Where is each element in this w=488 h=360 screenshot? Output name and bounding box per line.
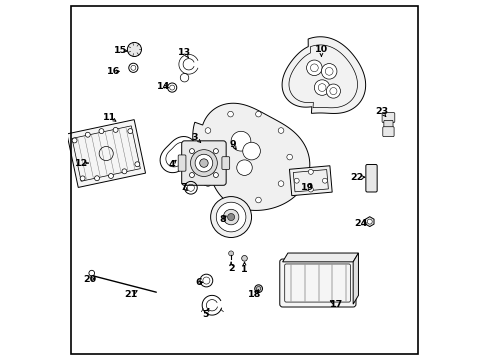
Circle shape xyxy=(227,197,233,203)
Polygon shape xyxy=(289,166,331,195)
Circle shape xyxy=(80,176,85,181)
Text: 3: 3 xyxy=(191,133,198,142)
FancyBboxPatch shape xyxy=(382,127,393,136)
Text: 11: 11 xyxy=(103,113,116,122)
Text: 15: 15 xyxy=(114,46,126,55)
Circle shape xyxy=(210,197,251,238)
Text: 4: 4 xyxy=(168,159,175,168)
Circle shape xyxy=(308,187,313,192)
Circle shape xyxy=(322,178,327,183)
Circle shape xyxy=(278,128,283,133)
Text: 20: 20 xyxy=(83,275,96,284)
Circle shape xyxy=(228,251,233,256)
Circle shape xyxy=(216,202,245,232)
Text: 21: 21 xyxy=(124,290,137,299)
Polygon shape xyxy=(282,37,365,113)
Text: 1: 1 xyxy=(241,265,247,274)
Circle shape xyxy=(190,150,217,176)
Circle shape xyxy=(189,149,194,154)
Polygon shape xyxy=(67,120,145,188)
Circle shape xyxy=(227,213,234,221)
Circle shape xyxy=(108,174,113,179)
Circle shape xyxy=(122,169,126,174)
Text: 9: 9 xyxy=(229,140,236,149)
Circle shape xyxy=(135,162,140,167)
Polygon shape xyxy=(352,253,358,304)
Circle shape xyxy=(241,256,247,261)
Circle shape xyxy=(227,111,233,117)
Circle shape xyxy=(306,60,322,76)
Circle shape xyxy=(294,178,299,183)
Text: 5: 5 xyxy=(202,310,208,319)
Text: 12: 12 xyxy=(75,158,88,167)
FancyBboxPatch shape xyxy=(222,157,229,170)
Polygon shape xyxy=(192,103,309,211)
Circle shape xyxy=(236,160,252,175)
Circle shape xyxy=(196,154,202,160)
Circle shape xyxy=(286,154,292,160)
FancyBboxPatch shape xyxy=(383,120,392,129)
Circle shape xyxy=(195,154,212,172)
Text: 24: 24 xyxy=(354,219,367,228)
Circle shape xyxy=(85,132,90,137)
Polygon shape xyxy=(365,217,373,226)
Circle shape xyxy=(278,181,283,186)
Text: 13: 13 xyxy=(178,48,191,57)
Circle shape xyxy=(366,219,371,224)
Text: 7: 7 xyxy=(180,183,187,192)
Circle shape xyxy=(223,209,238,225)
Circle shape xyxy=(189,172,194,177)
Circle shape xyxy=(255,197,261,203)
Circle shape xyxy=(242,142,260,160)
Circle shape xyxy=(321,64,336,79)
Text: 16: 16 xyxy=(107,67,121,76)
Polygon shape xyxy=(282,253,358,262)
Text: 19: 19 xyxy=(301,183,314,192)
Text: 6: 6 xyxy=(195,278,202,287)
Circle shape xyxy=(231,131,250,151)
Circle shape xyxy=(127,42,141,57)
Circle shape xyxy=(325,84,340,98)
Text: 14: 14 xyxy=(157,82,170,91)
Circle shape xyxy=(213,149,218,154)
Circle shape xyxy=(308,170,313,174)
Circle shape xyxy=(99,129,103,134)
Text: 2: 2 xyxy=(227,264,234,273)
Circle shape xyxy=(213,172,218,177)
Circle shape xyxy=(127,129,132,134)
Circle shape xyxy=(94,176,99,181)
Circle shape xyxy=(314,80,329,95)
Circle shape xyxy=(199,159,208,167)
Circle shape xyxy=(254,285,262,293)
Text: 8: 8 xyxy=(219,215,225,224)
Circle shape xyxy=(113,127,118,132)
Circle shape xyxy=(205,181,210,186)
Text: 22: 22 xyxy=(349,173,363,182)
Circle shape xyxy=(205,128,210,133)
FancyBboxPatch shape xyxy=(182,141,225,185)
FancyBboxPatch shape xyxy=(365,165,376,192)
Text: 17: 17 xyxy=(329,300,342,309)
Text: 23: 23 xyxy=(374,107,387,116)
FancyBboxPatch shape xyxy=(178,155,185,171)
Text: 10: 10 xyxy=(314,45,327,54)
FancyBboxPatch shape xyxy=(381,113,394,122)
Circle shape xyxy=(255,111,261,117)
Text: 18: 18 xyxy=(247,290,261,299)
Circle shape xyxy=(72,138,77,143)
FancyBboxPatch shape xyxy=(279,259,355,307)
